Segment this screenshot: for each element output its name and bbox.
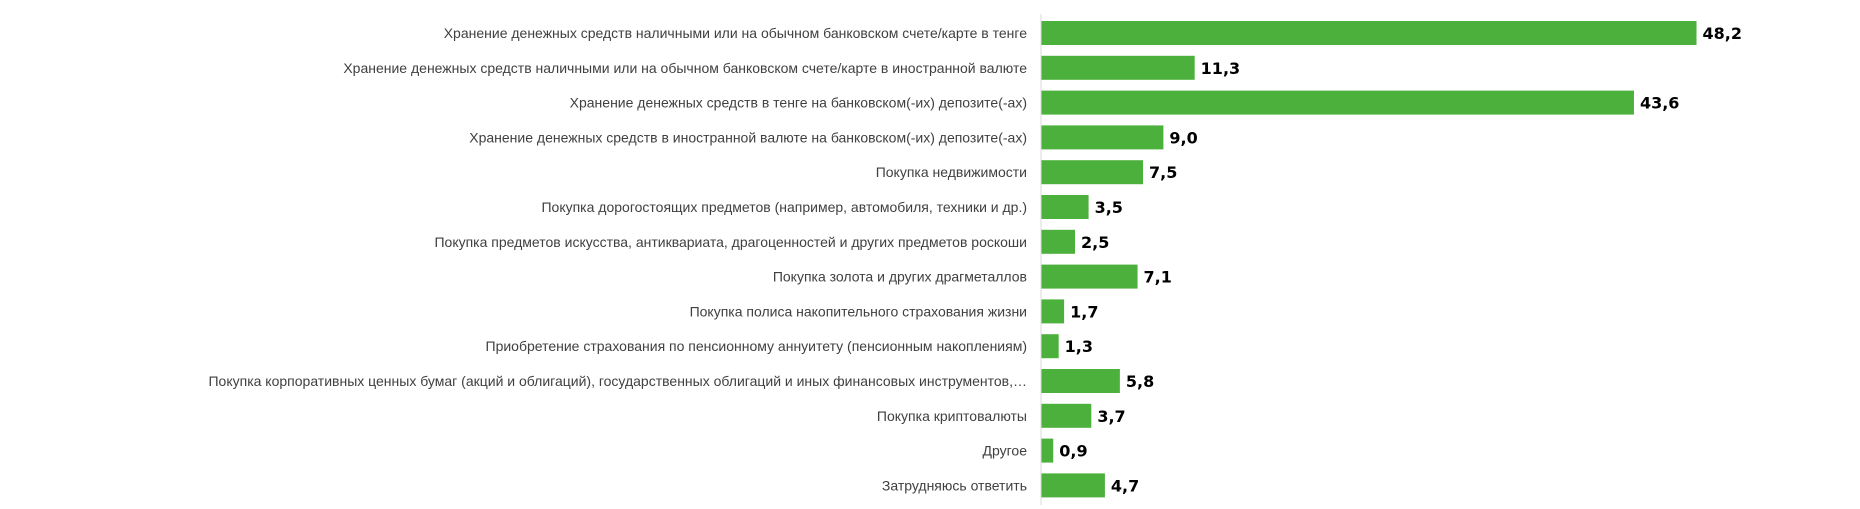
category-label: Покупка предметов искусства, антиквариат… [434, 234, 1027, 250]
category-labels-group: Хранение денежных средств наличными или … [208, 25, 1027, 493]
bar [1041, 473, 1105, 498]
category-label: Покупка золота и других драгметаллов [773, 269, 1027, 285]
data-label: 2,5 [1081, 233, 1109, 252]
data-label: 3,5 [1095, 198, 1123, 217]
data-label: 11,3 [1201, 59, 1240, 78]
category-label: Хранение денежных средств наличными или … [444, 25, 1027, 41]
data-label: 1,3 [1065, 337, 1093, 356]
bar [1041, 229, 1075, 254]
bar [1041, 125, 1164, 150]
data-label: 9,0 [1169, 128, 1197, 147]
data-label: 1,7 [1070, 302, 1098, 321]
category-label: Хранение денежных средств наличными или … [343, 60, 1027, 76]
bars-group [1041, 21, 1697, 498]
category-label: Покупка полиса накопительного страховани… [690, 303, 1027, 319]
category-label: Приобретение страхования по пенсионному … [486, 338, 1028, 354]
bar [1041, 90, 1634, 115]
category-label: Хранение денежных средств в иностранной … [469, 129, 1027, 145]
data-label: 5,8 [1126, 372, 1154, 391]
data-label: 3,7 [1097, 407, 1125, 426]
bar [1041, 264, 1138, 289]
category-label: Покупка дорогостоящих предметов (наприме… [541, 199, 1027, 215]
bar [1041, 438, 1054, 463]
category-label: Затрудняюсь ответить [882, 477, 1027, 493]
category-label: Покупка недвижимости [876, 164, 1027, 180]
category-label: Хранение денежных средств в тенге на бан… [570, 95, 1027, 111]
data-label: 4,7 [1111, 476, 1139, 495]
data-label: 7,5 [1149, 163, 1177, 182]
bar [1041, 369, 1120, 393]
data-label: 48,2 [1703, 24, 1742, 43]
value-labels-group: 48,2 11,3 43,6 9,0 7,5 3,5 2,5 7,1 1,7 1,3 5,83,7 0… [1059, 24, 1742, 495]
bar [1041, 299, 1065, 324]
bar [1041, 195, 1089, 219]
bar [1041, 403, 1092, 428]
data-label: 0,9 [1059, 442, 1087, 461]
data-label: 43,6 [1640, 94, 1679, 113]
category-label: Покупка криптовалюты [877, 408, 1027, 424]
bar [1041, 160, 1143, 185]
bar [1041, 21, 1697, 45]
bar [1041, 55, 1195, 80]
category-label: Покупка корпоративных ценных бумаг (акци… [208, 373, 1027, 389]
bar [1041, 334, 1059, 359]
data-label: 7,1 [1144, 268, 1172, 287]
category-label: Другое [983, 443, 1028, 459]
